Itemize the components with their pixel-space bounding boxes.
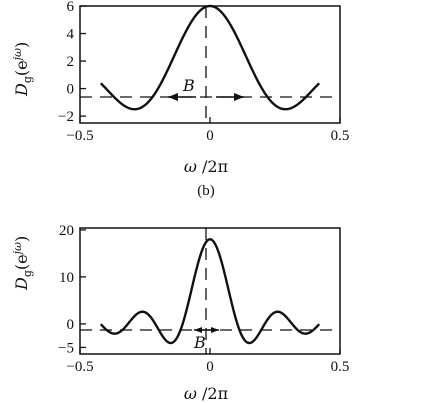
ylabel-top: Dg(ejω) (11, 42, 34, 97)
y-tick-label: 6 (67, 0, 75, 15)
plot-frame-bottom (79, 227, 341, 355)
y-tick-label: 10 (59, 270, 74, 286)
xlabel-top: ω /2π (184, 157, 228, 176)
bandwidth-arrows-bottom (194, 327, 219, 333)
y-tick-label: 2 (67, 54, 75, 70)
y-tick-label: −5 (58, 340, 74, 356)
series-curve-bottom (99, 238, 321, 345)
x-tick-label: 0 (206, 359, 214, 375)
y-tick-label: 0 (67, 82, 75, 98)
y-tick-label: 4 (67, 27, 75, 43)
x-tick-label: −0.5 (66, 128, 93, 144)
x-tick-label: 0.5 (331, 128, 350, 144)
plot-frame-top (79, 5, 341, 124)
y-tick-label: 0 (67, 317, 75, 333)
series-curve-top (99, 4, 321, 111)
ticks-bottom: −0.5 0 0.5 −5 0 10 20 (58, 223, 349, 375)
ylabel-bottom: Dg(ejω) (11, 236, 34, 291)
x-tick-label: 0 (206, 128, 214, 144)
annotation-B-top: B (182, 76, 195, 95)
bandwidth-arrows-top (168, 93, 244, 101)
x-tick-label: 0.5 (331, 359, 350, 375)
xlabel-bottom: ω /2π (184, 384, 228, 403)
y-tick-label: −2 (58, 109, 74, 125)
panel-label-b: (b) (197, 183, 215, 199)
x-tick-label: −0.5 (66, 359, 93, 375)
y-tick-label: 20 (59, 223, 74, 239)
panel-bottom: −0.5 0 0.5 −5 0 10 20 B Dg(ejω) ω /2π (11, 223, 349, 403)
annotation-B-bottom: B (193, 333, 206, 352)
ticks-top: −0.5 0 0.5 −2 0 2 4 6 (58, 0, 349, 144)
panel-top: −0.5 0 0.5 −2 0 2 4 6 B Dg(ejω) ω /2π (b) (11, 0, 349, 199)
